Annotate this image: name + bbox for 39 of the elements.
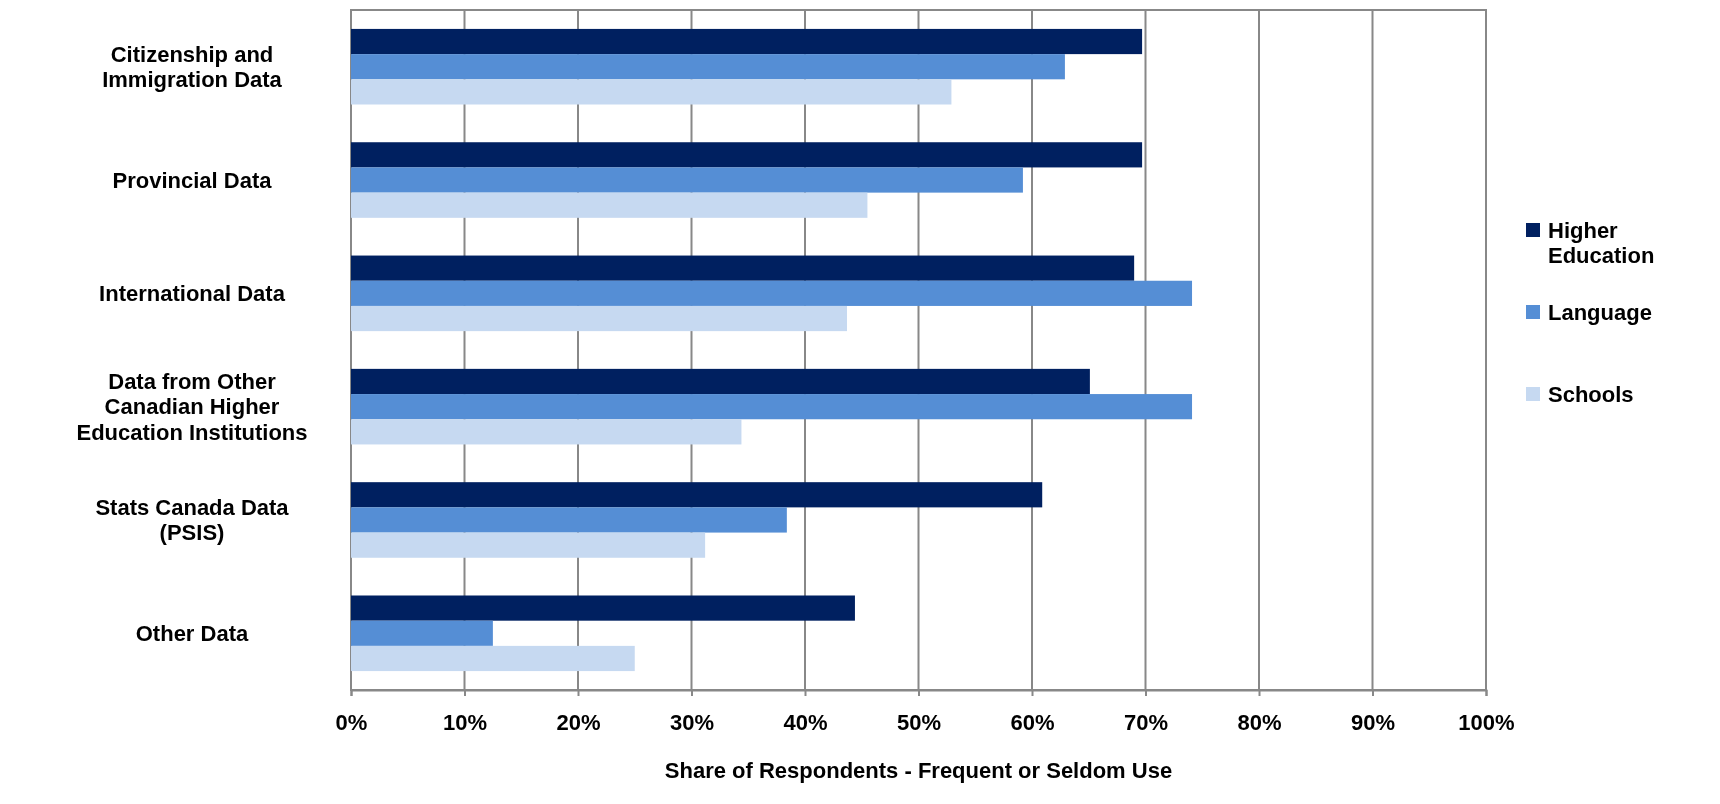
bar: [351, 167, 1023, 193]
x-tick-label: 70%: [1123, 709, 1169, 735]
bar: [351, 280, 1193, 306]
bar: [351, 142, 1143, 168]
legend-label: Higher Education: [1548, 217, 1655, 268]
bar: [351, 54, 1065, 80]
y-tick-label: Data from Other Canadian Higher Education Institutions: [76, 369, 308, 445]
bar: [351, 620, 493, 646]
x-tick-label: 80%: [1237, 709, 1282, 735]
bar: [351, 79, 952, 105]
x-tick-label: 10%: [442, 709, 488, 735]
bar: [351, 482, 1043, 508]
bar: [351, 595, 855, 621]
y-tick-label: Provincial Data: [112, 167, 273, 193]
legend-label: Language: [1548, 299, 1652, 325]
bar: [351, 394, 1193, 420]
bar: [351, 305, 847, 332]
x-tick-label: 30%: [669, 709, 715, 735]
bar: [351, 645, 635, 672]
x-tick-label: 100%: [1458, 709, 1515, 735]
x-axis-title: Share of Respondents - Frequent or Seldom Use: [664, 758, 1173, 783]
bar: [351, 255, 1135, 281]
bar: [351, 28, 1143, 55]
x-tick-label: 90%: [1350, 709, 1396, 735]
bar: [351, 192, 868, 218]
x-tick-label: 50%: [896, 709, 942, 735]
legend-label: Schools: [1548, 381, 1634, 407]
x-tick-label: 60%: [1010, 709, 1055, 735]
x-tick-label: 40%: [783, 709, 828, 735]
bar: [351, 507, 787, 533]
y-tick-label: Other Data: [135, 620, 249, 646]
y-tick-label: Stats Canada Data (PSIS): [95, 495, 290, 546]
x-tick-label: 20%: [556, 709, 601, 735]
bar: [351, 532, 706, 558]
bar: [351, 368, 1090, 395]
y-tick-label: International Data: [99, 281, 286, 307]
bar: [351, 419, 742, 445]
x-tick-label: 0%: [335, 709, 368, 735]
y-tick-label: Citizenship and Immigration Data: [102, 41, 283, 93]
